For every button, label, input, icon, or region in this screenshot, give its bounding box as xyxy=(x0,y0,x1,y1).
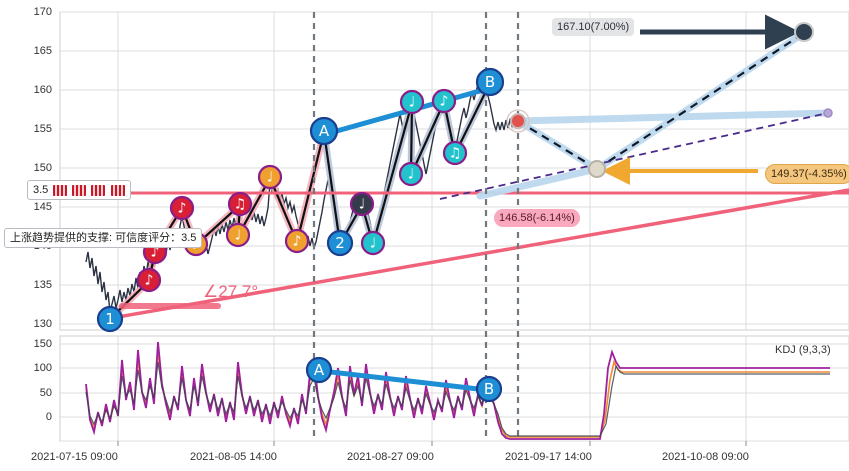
wave-marker-note-d1[interactable]: ♩ xyxy=(349,191,375,217)
ytick-145: 145 xyxy=(33,201,52,213)
wave-marker-1[interactable]: 1 xyxy=(96,305,124,333)
wave-marker-note-c1[interactable]: ♩ xyxy=(360,230,386,256)
mid-target-dot[interactable] xyxy=(823,108,833,118)
kdj-ab-line xyxy=(319,368,490,393)
wave-marker-note-c5[interactable]: ♫ xyxy=(442,140,468,166)
kdj-marker-A[interactable]: A xyxy=(305,356,333,384)
wave-marker-A-glyph: A xyxy=(319,122,330,140)
support-tooltip: 上涨趋势提供的支撑: 可信度评分：3.5 xyxy=(4,228,203,248)
wave-marker-B[interactable]: B xyxy=(475,67,505,97)
wave-marker-note-r1-glyph: ♪ xyxy=(145,273,154,289)
xtick-3: 2021-09-17 14:00 xyxy=(505,451,592,463)
ytick-165: 165 xyxy=(33,45,52,57)
wave-marker-note-c1-glyph: ♩ xyxy=(370,236,377,252)
support-tooltip-text: 上涨趋势提供的支撑: 可信度评分：3.5 xyxy=(10,232,197,244)
bull-target-dot[interactable] xyxy=(794,22,814,42)
wave-marker-note-c2[interactable]: ♩ xyxy=(398,161,424,187)
wave-marker-note-c4[interactable]: ♪ xyxy=(431,88,457,114)
kdj-ytick-100: 100 xyxy=(33,362,52,374)
xtick-4: 2021-10-08 09:00 xyxy=(662,451,749,463)
forecast-endpoints xyxy=(506,22,833,178)
wave-marker-note-r2-glyph: ♪ xyxy=(151,245,160,261)
swatch-2 xyxy=(72,184,87,196)
wave-marker-note-o3[interactable]: ♩ xyxy=(257,164,283,190)
wave-marker-note-c2-glyph: ♩ xyxy=(408,167,415,183)
forecast-lines xyxy=(439,29,832,200)
ytick-170: 170 xyxy=(33,6,52,18)
wave-marker-note-o4-glyph: ♪ xyxy=(293,234,302,250)
wave-marker-note-o4[interactable]: ♪ xyxy=(284,228,310,254)
wave-marker-note-o2[interactable]: ♩ xyxy=(225,222,251,248)
bull-target-label: 167.10(7.00%) xyxy=(552,18,635,36)
resistance-score-text: 3.5 xyxy=(33,184,49,196)
wave-marker-2-glyph: 2 xyxy=(335,234,345,252)
kdj-ytick-50: 50 xyxy=(39,387,52,399)
wave-marker-2[interactable]: 2 xyxy=(326,229,354,257)
ytick-150: 150 xyxy=(33,162,52,174)
wave-marker-note-r3[interactable]: ♪ xyxy=(169,195,195,221)
kdj-marker-A-glyph: A xyxy=(314,361,325,379)
wave-marker-1-glyph: 1 xyxy=(105,310,115,328)
kdj-marker-B[interactable]: B xyxy=(475,375,503,403)
forecast-down-leg xyxy=(517,120,598,170)
xtick-1: 2021-08-05 14:00 xyxy=(190,451,277,463)
resistance-swatches xyxy=(51,183,125,197)
trend-angle-label: ∠27.7° xyxy=(203,282,259,301)
wave-marker-B-glyph: B xyxy=(485,73,495,91)
forecast-mid-leg xyxy=(439,112,829,200)
wave-marker-A[interactable]: A xyxy=(309,116,339,146)
wave-marker-note-r1[interactable]: ♪ xyxy=(136,267,162,293)
wave-marker-note-r4[interactable]: ♫ xyxy=(227,191,253,217)
wave-marker-note-r3-glyph: ♪ xyxy=(178,201,187,217)
ytick-160: 160 xyxy=(33,84,52,96)
pivot-red-halo xyxy=(506,109,530,133)
kdj-d-line xyxy=(85,361,830,437)
wave-marker-note-d1-glyph: ♩ xyxy=(359,197,366,213)
bear-target-dot[interactable] xyxy=(588,160,606,178)
swatch-1 xyxy=(53,184,68,196)
ytick-155: 155 xyxy=(33,123,52,135)
wave-marker-note-c3-glyph: ♩ xyxy=(409,95,416,111)
wave-marker-note-o2-glyph: ♩ xyxy=(235,228,242,244)
wave-marker-note-o3-glyph: ♩ xyxy=(267,170,274,186)
resistance-tooltip: 3.5 xyxy=(27,180,131,201)
bear-target-label: 149.37(-4.35%) xyxy=(765,164,849,184)
support-price-label: 146.58(-6.14%) xyxy=(494,209,580,227)
xtick-2: 2021-08-27 09:00 xyxy=(347,451,434,463)
kdj-marker-B-glyph: B xyxy=(484,380,494,398)
ytick-130: 130 xyxy=(33,318,52,330)
support-rising-line xyxy=(111,188,849,320)
pivot-red-dot[interactable] xyxy=(510,113,526,129)
kdj-ytick-150: 150 xyxy=(33,338,52,350)
wave-marker-note-c4-glyph: ♪ xyxy=(440,94,449,110)
kdj-ytick-0: 0 xyxy=(45,411,52,423)
wave-marker-note-c5-glyph: ♫ xyxy=(449,146,462,162)
wave-marker-note-r4-glyph: ♫ xyxy=(234,197,247,213)
wave-marker-note-c3[interactable]: ♩ xyxy=(399,89,425,115)
kdj-indicator-label: KDJ (9,3,3) xyxy=(775,344,831,356)
ytick-135: 135 xyxy=(33,279,52,291)
xtick-0: 2021-07-15 09:00 xyxy=(31,451,118,463)
swatch-3 xyxy=(91,184,106,196)
swatch-4 xyxy=(110,184,125,196)
